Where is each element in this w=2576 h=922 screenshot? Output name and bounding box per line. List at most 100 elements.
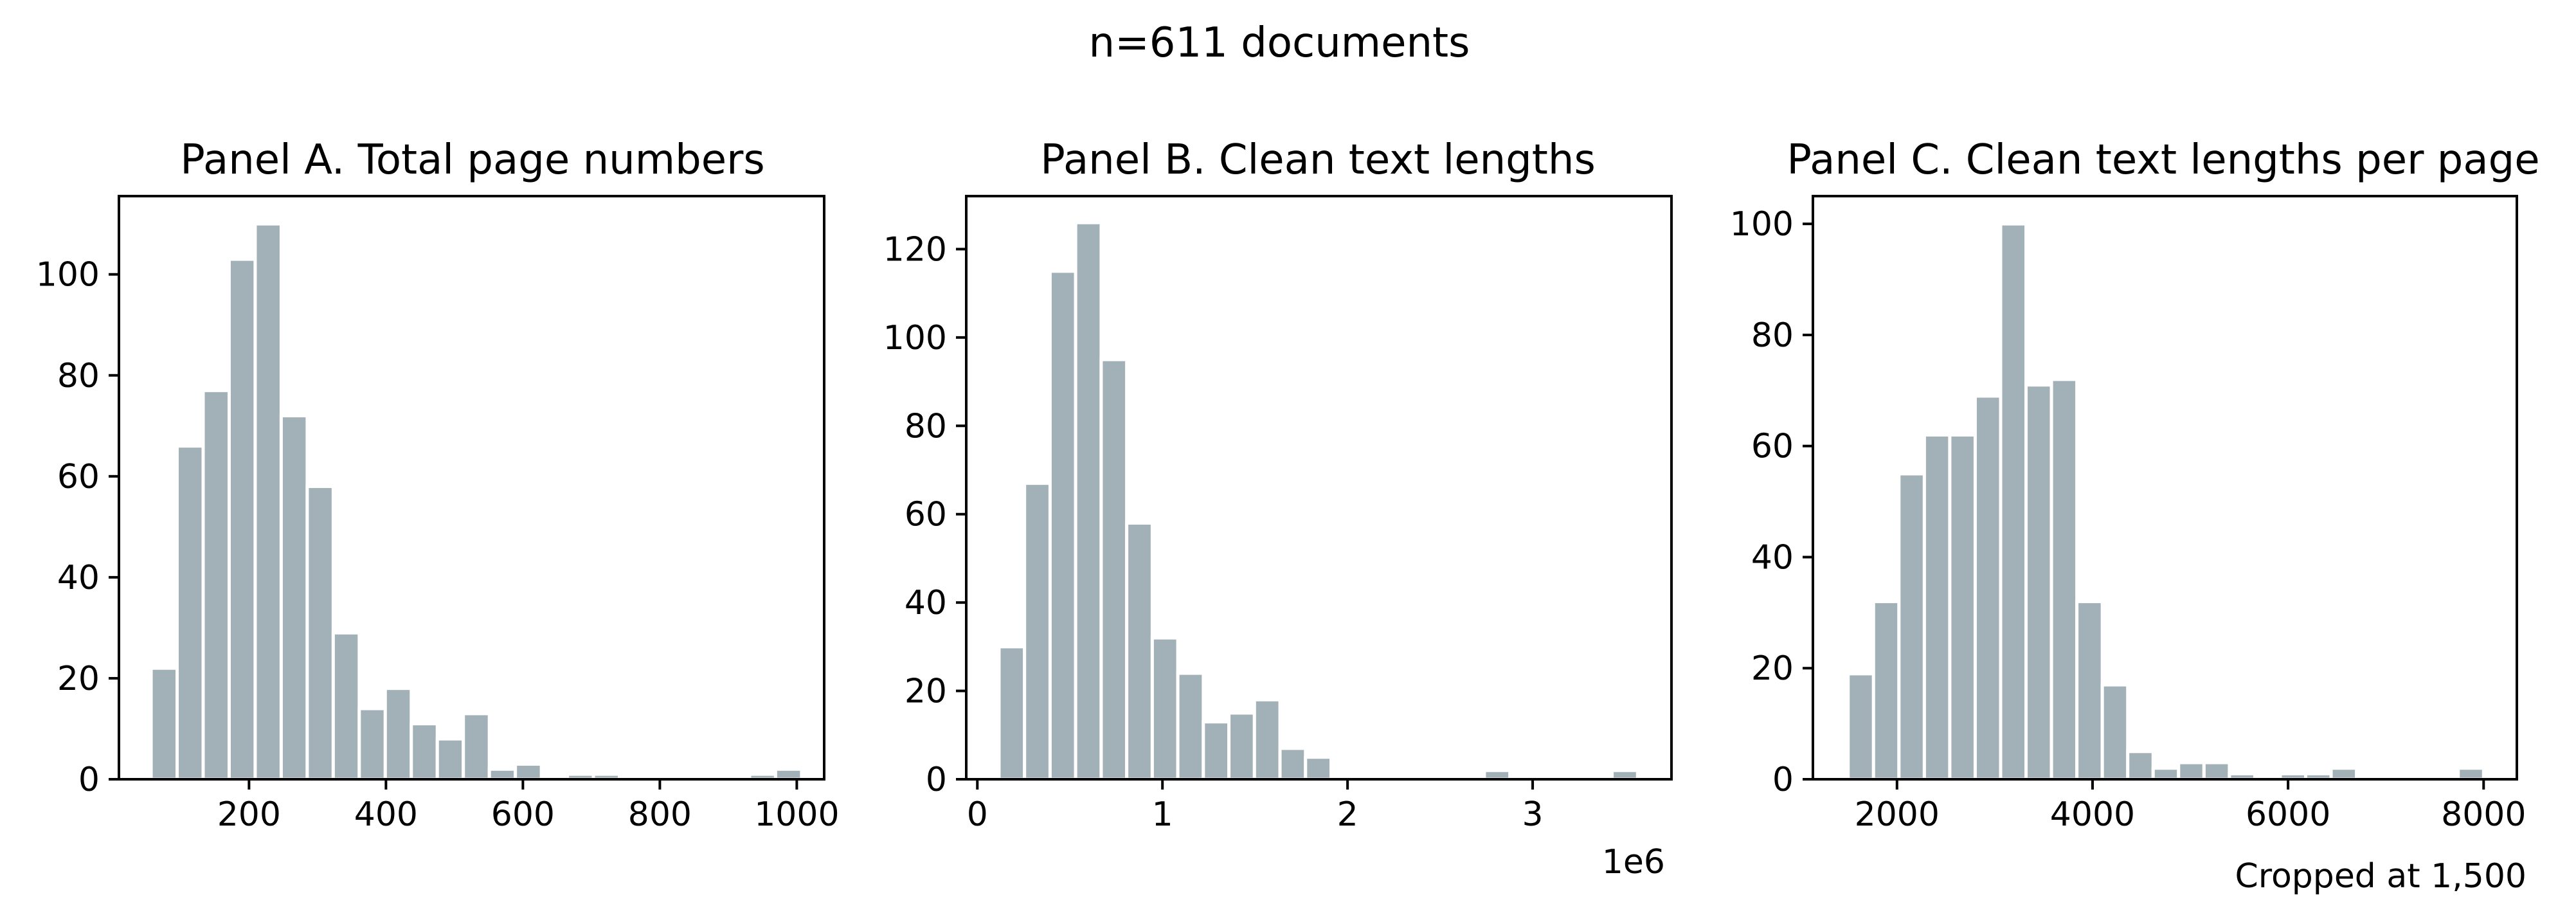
panel-c-bar-11	[2126, 750, 2155, 781]
panel-c-bar-14	[2202, 761, 2231, 781]
panel-b-bar-3	[1074, 221, 1103, 781]
panel-a-bar-11	[435, 737, 465, 781]
panel-b-y-tick-label: 0	[926, 761, 947, 799]
panel-c-y-tick-label: 40	[1751, 538, 1794, 577]
panel-a-x-tick-label: 600	[491, 795, 555, 834]
panel-c-bar-7	[2024, 383, 2053, 781]
panel-a-bar-12	[462, 712, 491, 781]
panel-a-y-axis: 0 20 40 60 80 100	[36, 256, 119, 799]
panel-b-bar-19	[1482, 768, 1512, 781]
panel-c-bar-1	[1871, 600, 1901, 781]
panel-a-bar-2	[201, 388, 231, 781]
panel-b-y-tick-label: 120	[883, 230, 947, 269]
panel-a-y-tick-label: 0	[78, 761, 100, 799]
panel-b-y-tick-label: 20	[905, 673, 947, 711]
panel-a-x-tick-label: 1000	[754, 795, 839, 834]
panel-a-x-tick-label: 800	[628, 795, 692, 834]
panel-a-bar-10	[410, 722, 439, 781]
panel-a-frame	[118, 195, 825, 781]
panel-c-x-tick-label: 4000	[2050, 795, 2135, 834]
panel-c-bar-19	[2329, 766, 2359, 781]
panel-c-bar-24	[2456, 766, 2485, 781]
panel-b-bar-7	[1176, 671, 1205, 781]
panel-c-x-tick-label: 6000	[2246, 795, 2330, 834]
panel-b-y-tick-label: 80	[905, 407, 947, 446]
panel-b-x-tick-label: 2	[1337, 795, 1358, 834]
panel-c-x-axis: 2000 4000 6000 8000	[1855, 779, 2526, 834]
panel-c-bar-9	[2075, 600, 2104, 781]
panel-a-bar-7	[331, 631, 361, 781]
panel-b-bar-6	[1150, 636, 1180, 781]
panel-b-y-tick-label: 60	[905, 496, 947, 534]
panel-b-bar-5	[1125, 521, 1154, 781]
panel-c-y-axis: 0 20 40 60 80 100	[1730, 205, 1813, 799]
panel-b-bar-0	[997, 645, 1027, 781]
panel-c-bar-6	[1999, 222, 2028, 781]
panel-c-crop-note: Cropped at 1,500	[2235, 857, 2526, 896]
panel-c-bar-3	[1922, 433, 1952, 781]
panel-b-x-tick-label: 0	[967, 795, 988, 834]
panel-a-bar-5	[279, 414, 309, 781]
panel-c-bar-0	[1846, 672, 1875, 781]
panel-b-x-offset-label: 1e6	[1602, 843, 1665, 881]
panel-b-y-tick-label: 100	[883, 319, 947, 357]
panel-a-bar-0	[149, 666, 179, 781]
panel-a-bar-9	[383, 687, 413, 781]
panel-b-x-tick-label: 1	[1152, 795, 1173, 834]
panel-c-y-tick-label: 0	[1772, 761, 1794, 799]
panel-a-bar-4	[253, 222, 283, 781]
panel-a-bar-1	[176, 444, 205, 781]
panel-b-x-axis: 0 1 2 3	[967, 779, 1544, 834]
panel-c-y-tick-label: 80	[1751, 316, 1794, 355]
panel-b-bar-9	[1227, 711, 1256, 781]
panel-c-bar-5	[1973, 394, 2003, 781]
panel-b-title: Panel B. Clean text lengths	[1040, 136, 1596, 184]
panel-a-x-tick-label: 400	[354, 795, 418, 834]
panel-c-y-tick-label: 20	[1751, 649, 1794, 688]
panel-b-bars	[997, 221, 1639, 781]
panel-c-bar-4	[1948, 433, 1977, 781]
panel-c-bar-12	[2151, 766, 2181, 781]
panel-c-title: Panel C. Clean text lengths per page	[1787, 136, 2539, 184]
panel-a-y-tick-label: 60	[57, 458, 100, 496]
panel-b: Panel B. Clean text lengths 0 1 2 3 0 20 40 60…	[883, 136, 1673, 881]
panel-a-bars	[149, 222, 804, 781]
panel-c-bar-8	[2049, 377, 2079, 781]
panel-c-y-tick-label: 100	[1730, 205, 1794, 244]
panel-b-x-tick-label: 3	[1522, 795, 1544, 834]
panel-b-bar-2	[1048, 269, 1077, 781]
panel-a-bar-14	[514, 762, 543, 781]
panel-c-bar-2	[1897, 472, 1926, 781]
panel-b-bar-11	[1278, 746, 1308, 781]
panel-a-y-tick-label: 40	[57, 559, 100, 597]
panel-c-frame	[1812, 195, 2518, 781]
panel-b-bar-12	[1304, 755, 1333, 781]
panel-a-bar-13	[487, 767, 518, 781]
panel-a-y-tick-label: 80	[57, 357, 100, 395]
panel-b-bar-10	[1252, 698, 1282, 781]
panel-a-title: Panel A. Total page numbers	[180, 136, 764, 184]
panel-c-x-tick-label: 8000	[2441, 795, 2526, 834]
panel-a-x-axis: 200 400 600 800 1000	[217, 779, 840, 834]
panel-a-bar-3	[227, 257, 257, 781]
panel-b-frame	[965, 195, 1673, 781]
panel-c: Panel C. Clean text lengths per page 200…	[1730, 136, 2540, 896]
panel-b-y-axis: 0 20 40 60 80 100 120	[883, 230, 966, 799]
panel-a-y-tick-label: 100	[36, 256, 100, 294]
panel-c-x-tick-label: 2000	[1855, 795, 1940, 834]
panel-a-y-tick-label: 20	[57, 660, 100, 698]
panel-c-bar-10	[2100, 683, 2130, 781]
panel-a-x-tick-label: 200	[217, 795, 281, 834]
panel-b-bar-24	[1610, 768, 1639, 781]
panel-a-bar-8	[357, 707, 387, 781]
panel-a: Panel A. Total page numbers 200 400 600 800…	[36, 136, 840, 834]
panel-c-bar-13	[2177, 761, 2206, 781]
panel-b-bar-4	[1099, 357, 1129, 781]
panel-c-y-tick-label: 60	[1751, 428, 1794, 466]
panel-b-bar-8	[1202, 720, 1231, 781]
panel-a-bar-6	[305, 485, 335, 781]
panel-a-bar-24	[773, 767, 804, 781]
panel-b-y-tick-label: 40	[905, 584, 947, 622]
figure-suptitle: n=611 documents	[1089, 19, 1470, 67]
